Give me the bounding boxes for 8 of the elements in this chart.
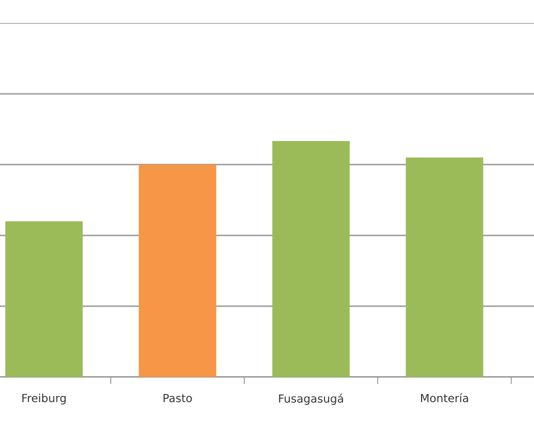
- x-tick-label: Fusagasugá: [279, 394, 343, 405]
- x-tick-label: Montería: [421, 393, 468, 402]
- bar: [5, 221, 83, 377]
- x-tick-label: Freiburg: [22, 394, 66, 404]
- bar: [406, 158, 484, 377]
- bar: [272, 141, 350, 377]
- x-tick-label: Pasto: [164, 394, 192, 402]
- bar: [138, 164, 216, 377]
